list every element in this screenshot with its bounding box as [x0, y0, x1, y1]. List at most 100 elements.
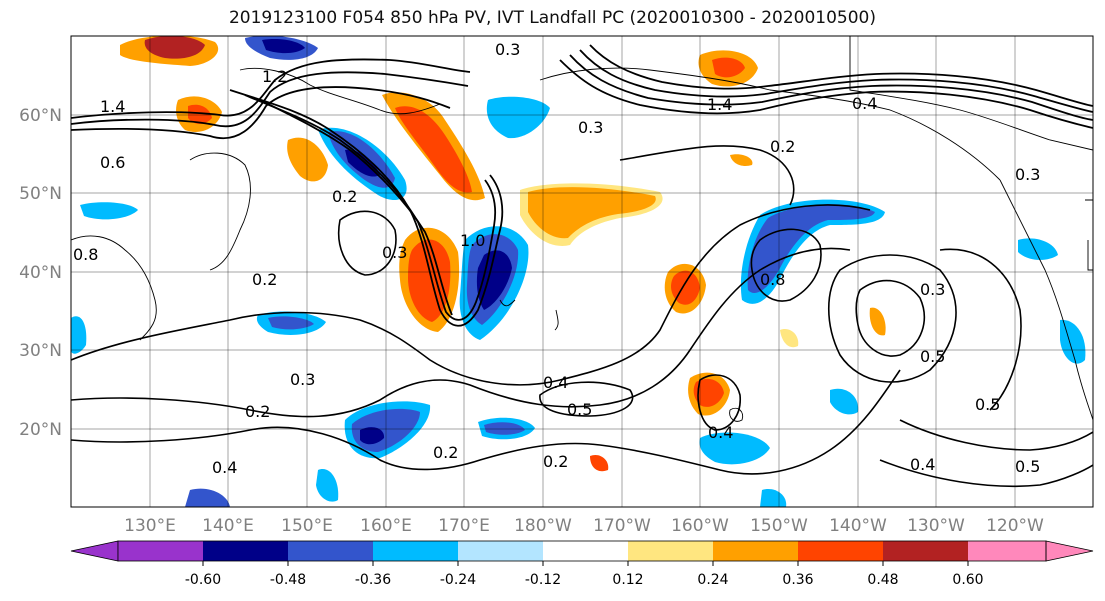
anomaly-patch — [80, 202, 138, 220]
contour-line — [71, 369, 901, 475]
colorbar-segment — [543, 541, 628, 561]
contour-label: 0.2 — [245, 402, 270, 421]
colorbar-tick-label: -0.48 — [270, 572, 306, 588]
contour-label: 1.2 — [262, 67, 287, 86]
colorbar-segment — [713, 541, 798, 561]
contour-line — [827, 254, 957, 383]
colorbar-extend-low — [70, 540, 119, 562]
lat-label: 60°N — [19, 106, 62, 126]
colorbar-tick-label: 0.12 — [612, 572, 643, 588]
contour-line — [750, 228, 822, 302]
contour-label: 0.4 — [910, 455, 935, 474]
anomaly-patch — [747, 204, 875, 294]
contour-label: 0.5 — [975, 395, 1000, 414]
colorbar-frame — [117, 540, 1047, 562]
lon-axis: 130°E 140°E 150°E 160°E 170°E 180°W 170°… — [124, 516, 1044, 536]
figure-title: 2019123100 F054 850 hPa PV, IVT Landfall… — [228, 8, 876, 28]
anomaly-patch — [486, 96, 550, 139]
contour-label: 0.2 — [252, 270, 277, 289]
colorbar-tick-label: 0.48 — [867, 572, 898, 588]
anomaly-patch — [408, 239, 451, 322]
lon-label: 180°W — [514, 516, 572, 536]
islands — [499, 299, 559, 331]
anomaly-patch — [262, 38, 305, 54]
contour-label: 0.6 — [100, 153, 125, 172]
contour-label: 0.4 — [708, 423, 733, 442]
map-content: 1.4 0.6 1.2 0.3 0.2 0.3 0.2 1.0 0.3 1.4 … — [71, 36, 1093, 507]
lat-axis: 20°N 30°N 40°N 50°N 60°N — [19, 106, 62, 440]
lon-label: 160°W — [671, 516, 729, 536]
colorbar-tick-label: 0.24 — [697, 572, 728, 588]
contour-line — [855, 279, 925, 357]
lon-label: 170°W — [593, 516, 651, 536]
contour-label: 0.3 — [1015, 165, 1040, 184]
contour-label: 0.4 — [543, 373, 568, 392]
contour-line — [697, 374, 741, 431]
contour-label-group: 1.4 0.6 1.2 0.3 0.2 0.3 0.2 1.0 0.3 1.4 … — [73, 40, 1040, 477]
contour-line — [71, 204, 871, 386]
contour-label: 0.5 — [920, 347, 945, 366]
lon-label: 130°W — [907, 516, 965, 536]
anomaly-patch — [268, 316, 314, 330]
anomaly-patch — [712, 57, 745, 78]
anomaly-patch — [185, 488, 230, 507]
coastline-alaska — [539, 67, 1001, 181]
lon-label: 140°E — [202, 516, 254, 536]
coastline-kamchatka — [239, 67, 441, 115]
colorbar-tick-label: 0.60 — [952, 572, 983, 588]
contour-line — [229, 89, 504, 327]
border-lines — [1085, 199, 1093, 271]
colorbar: -0.60 -0.48 -0.36 -0.24 -0.12 0.12 0.24 … — [70, 540, 1094, 588]
anomaly-patch — [316, 469, 339, 502]
lon-label: 160°E — [360, 516, 412, 536]
colorbar-tick-label: -0.60 — [185, 572, 221, 588]
contour-line — [259, 99, 453, 316]
lon-label: 150°E — [281, 516, 333, 536]
map-frame — [70, 35, 1094, 508]
lat-label: 30°N — [19, 341, 62, 361]
contour-label: 0.3 — [290, 370, 315, 389]
contour-line — [579, 49, 1093, 113]
contour-label: 0.3 — [495, 40, 520, 59]
contour-label: 0.2 — [332, 187, 357, 206]
colorbar-segment — [203, 541, 288, 561]
coastline-na-west — [999, 179, 1093, 421]
contour-line — [899, 419, 1093, 451]
anomaly-patch — [1018, 238, 1058, 260]
contour-label: 0.2 — [543, 452, 568, 471]
anomaly-patch — [345, 149, 380, 177]
anomaly-patch — [528, 187, 656, 239]
colorbar-tick-label: -0.24 — [440, 572, 476, 588]
colorbar-segment — [968, 541, 1046, 561]
colorbar-segment — [458, 541, 543, 561]
contour-line — [879, 459, 1093, 488]
anomaly-patch — [730, 154, 753, 166]
contour-line — [619, 145, 795, 206]
colorbar-tick-label: -0.36 — [355, 572, 391, 588]
anomaly-patch — [287, 137, 328, 182]
contour-label: 0.3 — [578, 118, 603, 137]
hawaii — [729, 407, 744, 422]
lat-label: 50°N — [19, 184, 62, 204]
lat-label: 40°N — [19, 263, 62, 283]
lat-label: 20°N — [19, 420, 62, 440]
lon-label: 170°E — [438, 516, 490, 536]
anomaly-patch — [71, 316, 87, 354]
lon-label: 150°W — [750, 516, 808, 536]
contour-line — [71, 86, 451, 139]
coastlines — [71, 36, 1093, 422]
colorbar-segment — [118, 541, 203, 561]
gridlines — [71, 36, 1093, 507]
colorbar-tick-label: -0.12 — [525, 572, 561, 588]
contour-label: 0.2 — [770, 137, 795, 156]
contour-label: 0.8 — [760, 270, 785, 289]
coastline-japan — [189, 152, 251, 271]
anomaly-patch — [484, 422, 525, 435]
contour-line — [589, 44, 1093, 107]
contour-line — [559, 59, 1093, 129]
contour-line — [539, 381, 634, 417]
colorbar-segment — [883, 541, 968, 561]
map-background — [71, 36, 1093, 507]
